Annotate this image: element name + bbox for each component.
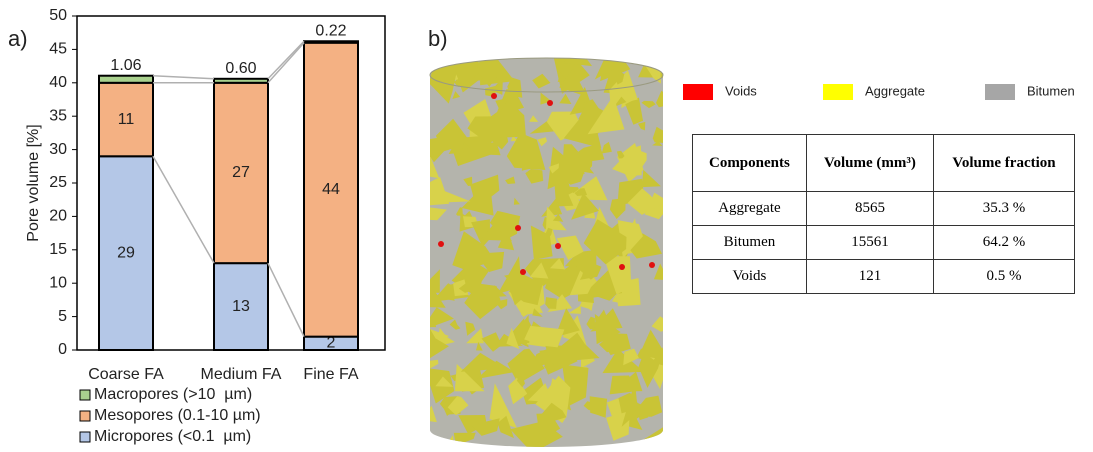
legend-label: Bitumen bbox=[1027, 83, 1075, 98]
data-label: 29 bbox=[117, 244, 135, 261]
void-particle bbox=[491, 93, 497, 99]
x-tick-label: Fine FA bbox=[303, 366, 358, 383]
table-row: Bitumen1556164.2 % bbox=[693, 226, 1075, 260]
data-label: 1.06 bbox=[110, 57, 141, 74]
void-particle bbox=[547, 100, 553, 106]
table-cell: 64.2 % bbox=[934, 226, 1075, 260]
table-cell: Aggregate bbox=[693, 192, 807, 226]
y-tick-label: 45 bbox=[49, 41, 67, 58]
void-particle bbox=[619, 264, 625, 270]
header-row: ComponentsVolume (mm³)Volume fraction bbox=[693, 135, 1075, 192]
data-label: 13 bbox=[232, 298, 250, 315]
panel-label: a) bbox=[8, 26, 28, 51]
aggregate-particle bbox=[454, 433, 476, 446]
data-label: 0.22 bbox=[315, 22, 346, 39]
aggregate-particle bbox=[563, 47, 592, 66]
y-tick-label: 20 bbox=[49, 208, 67, 225]
y-tick-label: 40 bbox=[49, 74, 67, 91]
y-tick-label: 5 bbox=[58, 308, 67, 325]
void-particle bbox=[555, 243, 561, 249]
table-cell: 121 bbox=[806, 260, 933, 294]
data-label: 44 bbox=[322, 181, 340, 198]
series-line bbox=[268, 43, 304, 83]
header-cell: Volume (mm³) bbox=[806, 135, 933, 192]
x-tick-label: Medium FA bbox=[201, 366, 282, 383]
data-label: 27 bbox=[232, 164, 250, 181]
void-particle bbox=[649, 262, 655, 268]
data-label: 11 bbox=[118, 111, 135, 128]
legend-swatch bbox=[823, 84, 853, 100]
page: a) b) Pore volume [%] 0 5 10 15 20 25 30 35 40 45… bbox=[0, 0, 1093, 452]
legend-label: Voids bbox=[725, 83, 757, 98]
bar-segment bbox=[304, 41, 358, 42]
series-line bbox=[153, 76, 214, 79]
x-tick-label: Coarse FA bbox=[88, 366, 164, 383]
y-tick-label: 25 bbox=[49, 174, 67, 191]
header-cell: Volume fraction bbox=[934, 135, 1075, 192]
legend-swatch bbox=[80, 432, 90, 442]
table-row: Aggregate856535.3 % bbox=[693, 192, 1075, 226]
void-particle bbox=[438, 241, 444, 247]
table-cell: 35.3 % bbox=[934, 192, 1075, 226]
y-axis-label: Pore volume [%] bbox=[25, 124, 42, 241]
series-line bbox=[153, 156, 214, 263]
header-cell: Components bbox=[693, 135, 807, 192]
y-tick-label: 30 bbox=[49, 141, 67, 158]
panel-label: b) bbox=[428, 26, 448, 51]
specimen-image bbox=[411, 33, 677, 452]
series-line bbox=[268, 263, 304, 336]
legend-swatch bbox=[683, 84, 713, 100]
legend-label: Macropores (>10 µm) bbox=[94, 386, 252, 403]
void-particle bbox=[515, 225, 521, 231]
legend-label: Mesopores (0.1-10 µm) bbox=[94, 407, 261, 424]
table-row: Voids1210.5 % bbox=[693, 260, 1075, 294]
table-cell: 0.5 % bbox=[934, 260, 1075, 294]
series-line bbox=[268, 41, 304, 79]
table-cell: 8565 bbox=[806, 192, 933, 226]
legend-swatch bbox=[985, 84, 1015, 100]
y-tick-label: 35 bbox=[49, 107, 67, 124]
table-cell: Bitumen bbox=[693, 226, 807, 260]
bar-segment bbox=[99, 76, 153, 83]
bar-segment bbox=[214, 79, 268, 83]
components-table: ComponentsVolume (mm³)Volume fractionAgg… bbox=[692, 134, 1075, 294]
data-label: 0.60 bbox=[225, 60, 256, 77]
legend-swatch bbox=[80, 390, 90, 400]
table-cell: 15561 bbox=[806, 226, 933, 260]
table-cell: Voids bbox=[693, 260, 807, 294]
void-particle bbox=[520, 269, 526, 275]
legend-swatch bbox=[80, 411, 90, 421]
y-tick-label: 10 bbox=[49, 274, 67, 291]
y-tick-label: 15 bbox=[49, 241, 67, 258]
legend-label: Micropores (<0.1 µm) bbox=[94, 428, 251, 445]
y-tick-label: 50 bbox=[49, 7, 67, 24]
legend-label: Aggregate bbox=[865, 83, 925, 98]
y-tick-label: 0 bbox=[58, 341, 67, 358]
